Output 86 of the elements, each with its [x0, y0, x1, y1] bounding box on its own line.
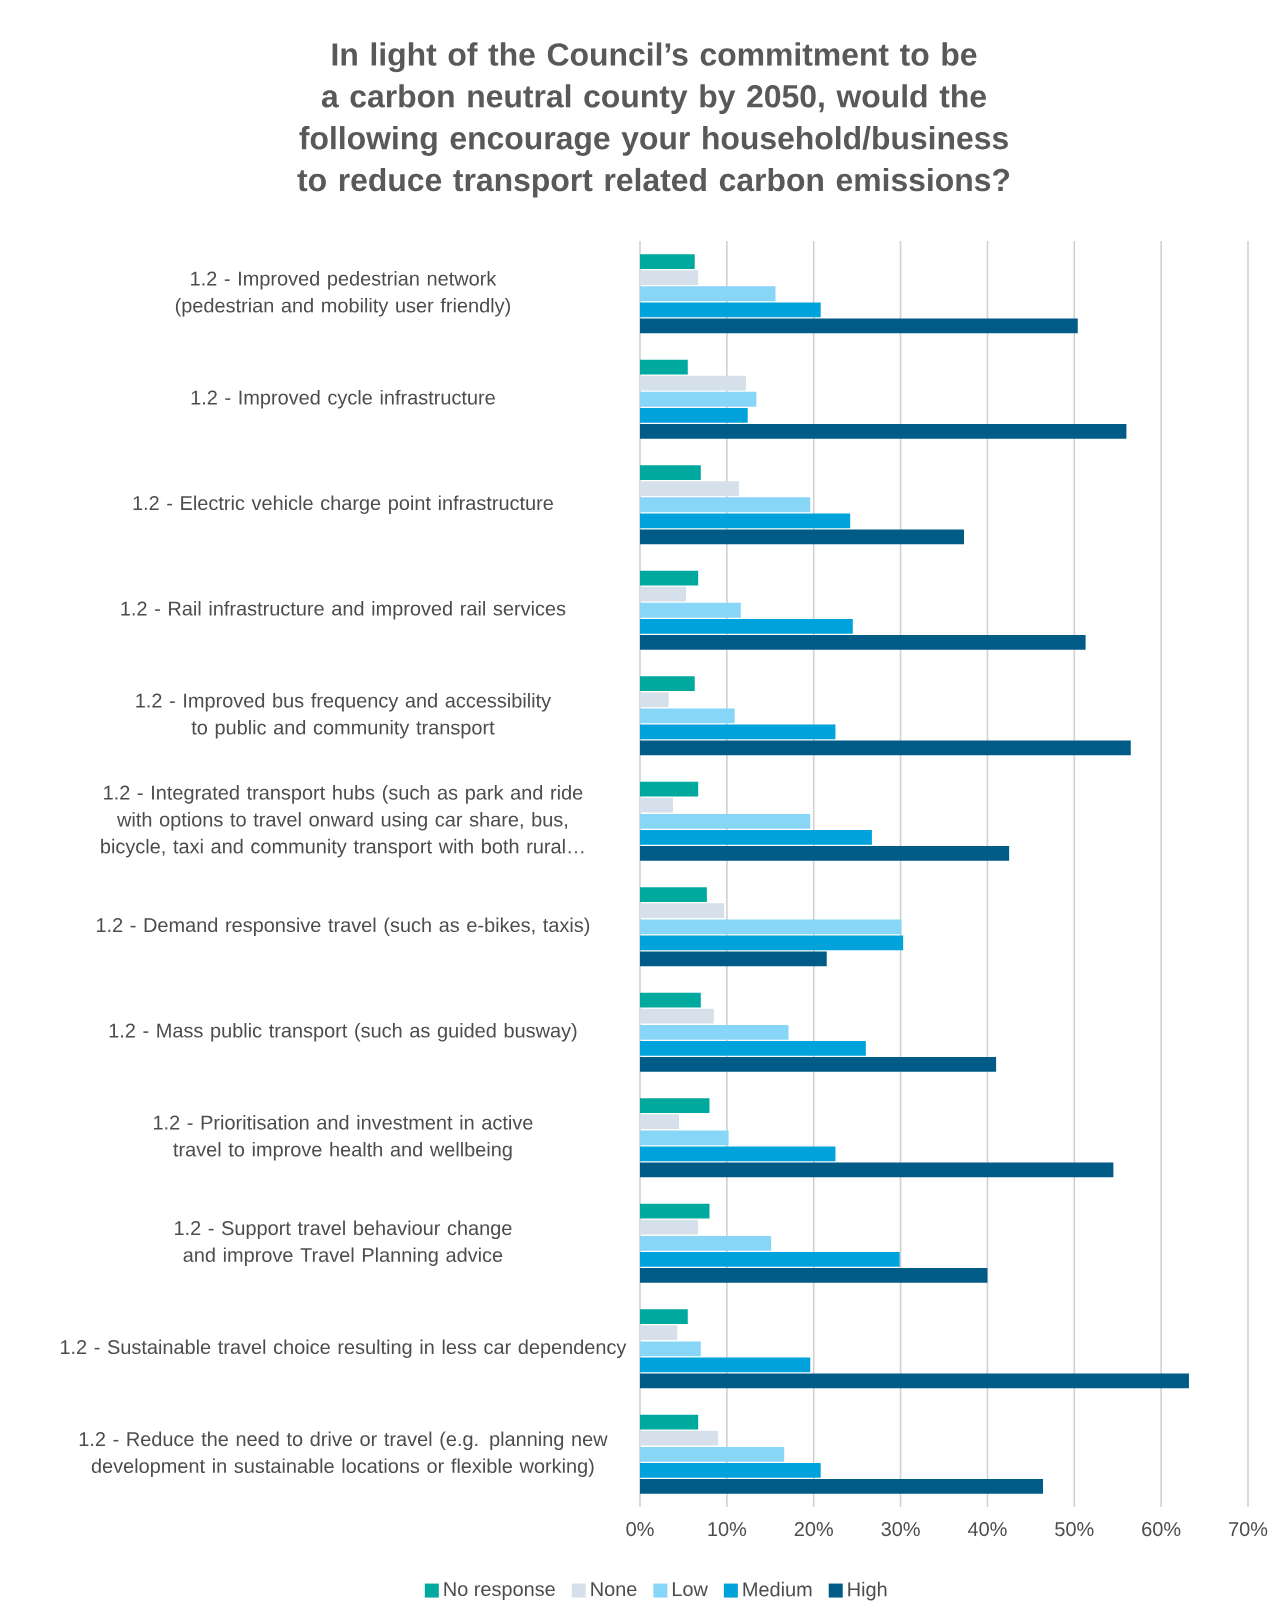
y-tick-label: 1.2 - Improved pedestrian network (pedestrian and mobility user friendly) [175, 271, 510, 317]
bar [640, 829, 872, 845]
bar [640, 602, 741, 618]
bar [640, 375, 746, 391]
bar [640, 497, 811, 513]
bar [640, 529, 964, 545]
bar [640, 1114, 680, 1130]
bar [640, 935, 904, 951]
bar [640, 887, 707, 903]
bar [640, 1478, 1044, 1494]
bar [640, 286, 776, 302]
y-tick-label: 1.2 - Electric vehicle charge point infrastructure [133, 495, 553, 515]
bar [640, 1040, 866, 1056]
y-tick-label: 1.2 - Mass public transport (such as guided busway) [109, 1022, 577, 1042]
bar [640, 586, 687, 602]
bar [640, 1414, 699, 1430]
bar [640, 845, 1010, 861]
bar [640, 992, 701, 1008]
bar [640, 391, 757, 407]
x-tick-label: 30% [881, 1522, 920, 1537]
chart-title: In light of the Council’s commitment to be a carbon neutral county by 2050, would the following encourage your household/business to reduce transport related carbon emissions? [297, 42, 1010, 198]
legend-label: None [591, 1582, 637, 1597]
bar [640, 1267, 988, 1283]
bar [640, 302, 821, 318]
bar [640, 254, 695, 270]
bar [640, 1357, 811, 1373]
bar [640, 692, 669, 708]
x-tick-label: 10% [708, 1522, 747, 1537]
bar [640, 919, 902, 935]
y-tick-label: 1.2 - Prioritisation and investment in active travel to improve health and wellbeing [154, 1115, 533, 1161]
y-tick-label: 1.2 - Demand responsive travel (such as e-bikes, taxis) [96, 917, 590, 937]
bar [640, 740, 1131, 756]
bar [640, 1056, 997, 1072]
bar [640, 359, 688, 375]
bar [640, 270, 699, 286]
bar [640, 318, 1078, 334]
bar [640, 1146, 836, 1162]
bar [640, 1341, 701, 1357]
legend-label: Low [672, 1582, 708, 1597]
bar [640, 1219, 699, 1235]
bar [640, 1430, 719, 1446]
x-tick-label: 70% [1229, 1522, 1268, 1537]
y-tick-label: 1.2 - Reduce the need to drive or travel (e.g. planning new development in sustainable locations or flexible working) [79, 1431, 608, 1477]
bar [640, 618, 853, 634]
bar [640, 1373, 1189, 1389]
bar [640, 1325, 678, 1341]
x-tick-label: 40% [967, 1522, 1007, 1537]
bar [640, 634, 1086, 650]
x-tick-label: 0% [626, 1522, 654, 1537]
x-tick-label: 20% [794, 1522, 833, 1537]
y-tick-label: 1.2 - Improved cycle infrastructure [191, 389, 495, 409]
y-tick-label: 1.2 - Rail infrastructure and improved rail services [121, 600, 566, 620]
bar [640, 813, 811, 829]
bar [640, 1235, 772, 1251]
bar [640, 1462, 821, 1478]
x-tick-label: 60% [1142, 1522, 1181, 1537]
bar [640, 1024, 789, 1040]
bar [640, 1098, 710, 1114]
bar [640, 481, 740, 497]
y-tick-label: 1.2 - Improved bus frequency and accessibility to public and community transport [136, 693, 552, 739]
y-tick-label: 1.2 - Integrated transport hubs (such as park and ride with options to travel onward using car share, bus, bicycle, taxi and community transport with both rural… [101, 785, 584, 858]
bar [640, 1309, 688, 1325]
bar [640, 676, 695, 692]
bar [640, 1162, 1114, 1178]
bar [640, 423, 1127, 439]
bar [640, 781, 699, 797]
bar [640, 1251, 900, 1267]
bar [640, 797, 674, 813]
bar [640, 951, 827, 967]
x-tick-label: 50% [1055, 1522, 1094, 1537]
y-tick-label: 1.2 - Support travel behaviour change and improve Travel Planning advice [175, 1220, 512, 1266]
bar [640, 708, 735, 724]
bar [640, 1008, 714, 1024]
bar [640, 465, 701, 481]
bar [640, 724, 836, 740]
y-tick-label: 1.2 - Sustainable travel choice resulting in less car dependency [60, 1339, 627, 1359]
bar [640, 407, 748, 423]
bar [640, 1130, 729, 1146]
bar [640, 903, 725, 919]
bar [640, 1203, 710, 1219]
bar [640, 1446, 785, 1462]
bar [640, 570, 699, 586]
legend-label: High [848, 1581, 887, 1601]
legend-label: Medium [743, 1581, 812, 1597]
legend-label: No response [444, 1582, 555, 1601]
bar [640, 513, 851, 529]
